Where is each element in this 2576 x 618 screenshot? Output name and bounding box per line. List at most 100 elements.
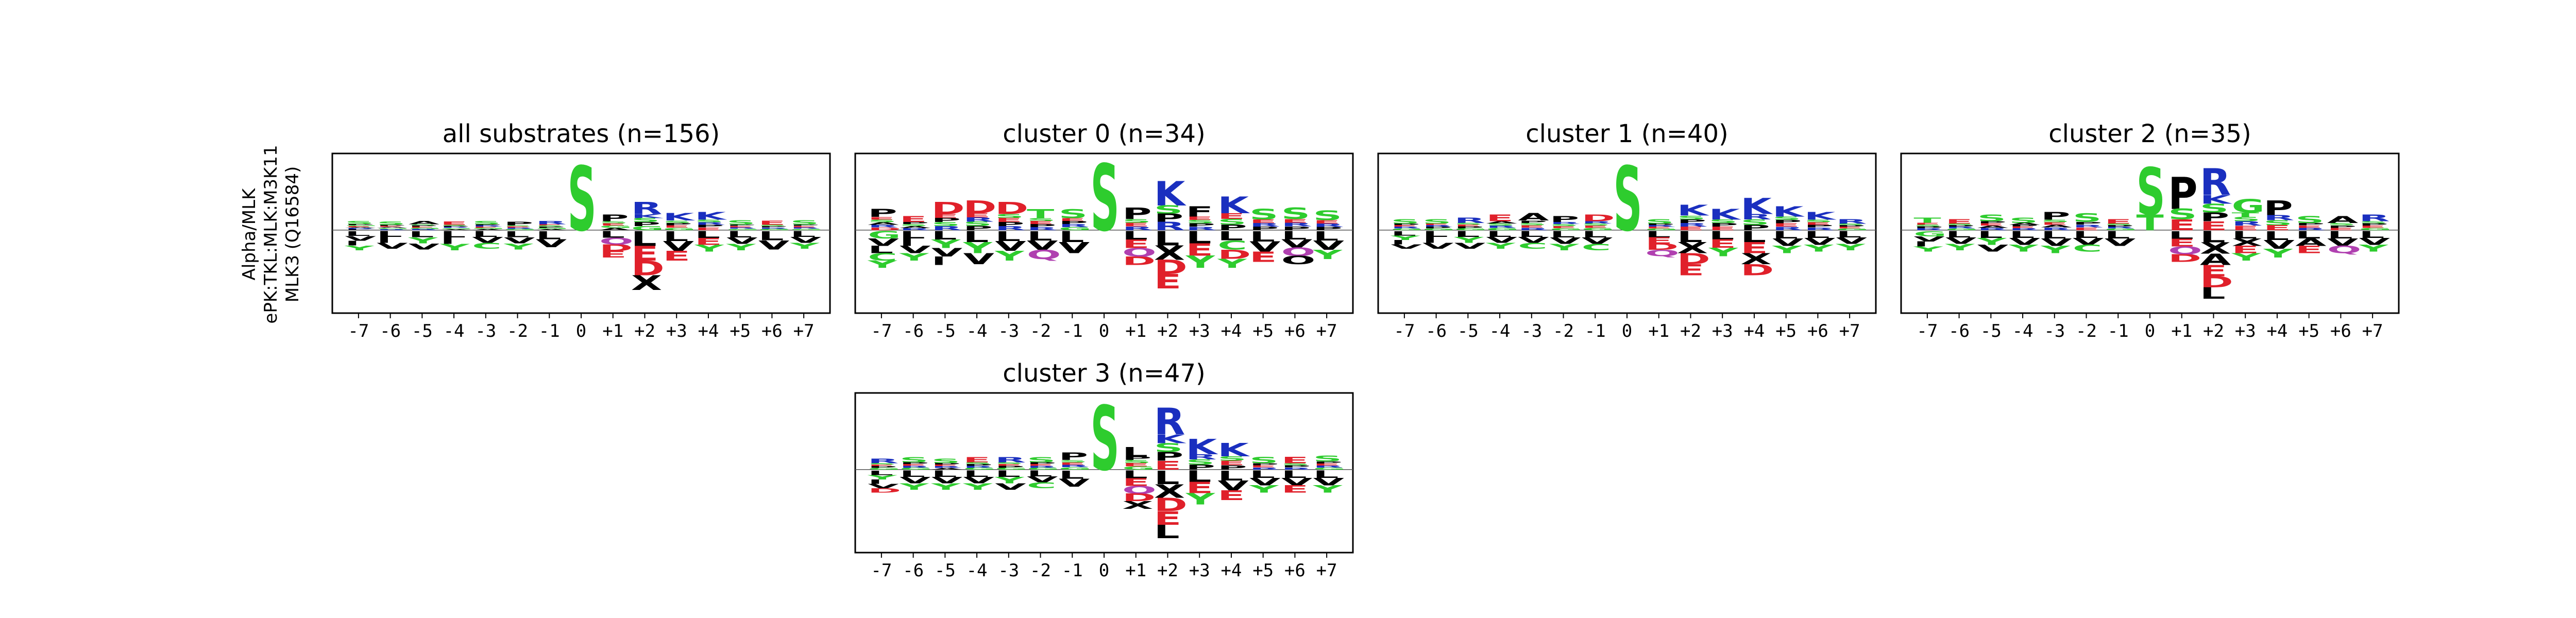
logo-letter-up: K [1772,203,1805,220]
logo-letter-up: P [2359,223,2388,227]
logo-letter-down: Y [1185,252,1215,272]
logo-letter-up: S [1582,223,1611,227]
logo-letter-up: S [1249,207,1278,223]
logo-letter-up: S [1186,219,1215,225]
logo-letter-up: A [440,229,472,230]
logo-letter-down: D [631,256,665,280]
logo-letter-up: E [1313,219,1341,225]
logo-letter-up: K [1677,202,1710,219]
logo-letter-down: L [900,229,925,241]
logo-letter-up: P [1550,215,1579,224]
logo-panel-2: cluster 1 (n=40)-7SPERGLYIV-6SERPGLIV-5R… [1377,119,1877,341]
logo-letter-up: S [1313,208,1342,224]
logo-letter-down: V [1977,243,2009,254]
logo-letter-down: E [2295,244,2323,256]
logo-letter-down: L [1313,229,1339,244]
logo-letter-down: L [472,230,498,239]
logo-letter-up: L [1122,444,1148,460]
logo-letter-up: A [472,229,503,231]
logo-letter-down: L [868,470,893,477]
logo-letter-up: P [931,217,961,223]
x-tick-label: +2 [1157,321,1178,341]
logo-letter-up: E [1518,225,1545,228]
logo-letter-down: V [1454,242,1486,251]
logo-letter-up: G [631,225,664,231]
logo-letter-up: E [758,220,786,226]
logo-letter-up: P [1945,225,1975,228]
logo-letter-down: L [1059,469,1084,482]
x-tick-label: +7 [1316,560,1337,581]
logo-letter-up: K [1217,192,1250,219]
logo-letter-up: G [2359,227,2392,231]
logo-letter-down: L [1154,521,1180,542]
logo-letter-up: E [1122,462,1149,468]
logo-letter-up: E [1645,227,1672,229]
logo-letter-up: P [790,224,820,226]
logo-letter-up: E [1836,227,1863,229]
logo-letter-up: A [1518,212,1549,223]
logo-letter-up: P [726,224,756,226]
logo-letter-up: S [963,462,992,465]
logo-letter-down: Y [1772,244,1802,256]
logo-letter-up: R [2232,220,2263,227]
x-tick-label: +1 [1648,321,1669,341]
logo-letter-up: R [1582,221,1613,225]
logo-letter-down: V [726,236,758,246]
logo-letter-down: E [1154,508,1181,529]
logo-letter-up: R [440,227,471,228]
logo-letter-up: R [790,227,821,229]
logo-letter-up: S [2041,219,2070,223]
logo-letter-up: P [1518,220,1547,224]
logo-letter-up: R [2295,227,2326,231]
logo-letter-down: L [1313,469,1339,480]
logo-letter-up: K [694,210,727,222]
logo-letter-down: L [663,229,689,244]
logo-letter-up: S [1550,224,1579,227]
logo-letter-down: L [1186,228,1212,248]
logo-letter-up: G [1122,466,1155,471]
logo-letter-up: E [1281,455,1309,465]
logo-letter-up: S [504,225,533,227]
panel-title: cluster 2 (n=35) [2048,119,2251,148]
logo-letter-up: R [726,227,757,229]
logo-letter-down: Y [726,243,756,252]
logo-letter-up: G [1550,228,1583,231]
logo-letter-up: G [472,228,505,230]
x-tick-label: 0 [1099,560,1109,581]
logo-letter-up: G [1059,467,1092,470]
logo-letter-up: S [2263,219,2292,227]
logo-letter-up: E [963,456,991,465]
logo-letter-up: P [2263,197,2293,220]
logo-letter-down: L [2105,229,2130,241]
logo-letter-up: E [345,226,372,227]
panel-title: cluster 3 (n=47) [1003,359,1205,388]
x-tick-label: +1 [1125,560,1146,581]
logo-letter-up: P [2073,221,2102,226]
logo-letter-up: R [1550,221,1581,225]
logo-letter-up: G [536,228,569,230]
logo-letter-down: Y [899,482,929,492]
logo-letter-up: R [1249,467,1280,470]
logo-letter-down: X [1154,481,1185,502]
logo-letter-down: Q [2168,245,2202,257]
x-tick-label: +6 [1284,560,1306,581]
logo-letter-up: E [1677,226,1704,231]
logo-letter-down: E [1186,240,1213,260]
logo-letter-down: V [868,236,899,248]
logo-letter-down: V [963,475,995,485]
logo-letter-up: R [1913,228,1944,231]
x-tick-label: -5 [1458,321,1479,341]
logo-letter-up: S [931,457,960,465]
logo-letter-down: E [694,236,722,247]
logo-letter-up: R [900,228,930,231]
logo-letter-up: R [694,221,725,226]
logo-letter-up: E [2200,219,2227,233]
logo-letter-down: Y [2231,251,2261,263]
x-tick-label: 0 [576,321,586,341]
logo-letter-up: L [345,229,370,230]
logo-letter-down: I [900,236,914,248]
logo-letter-up: K [1217,440,1250,461]
logo-letter-down: L [1217,229,1243,244]
logo-letter-up: R [2041,227,2072,231]
logo-letter-up: E [1977,223,2005,227]
